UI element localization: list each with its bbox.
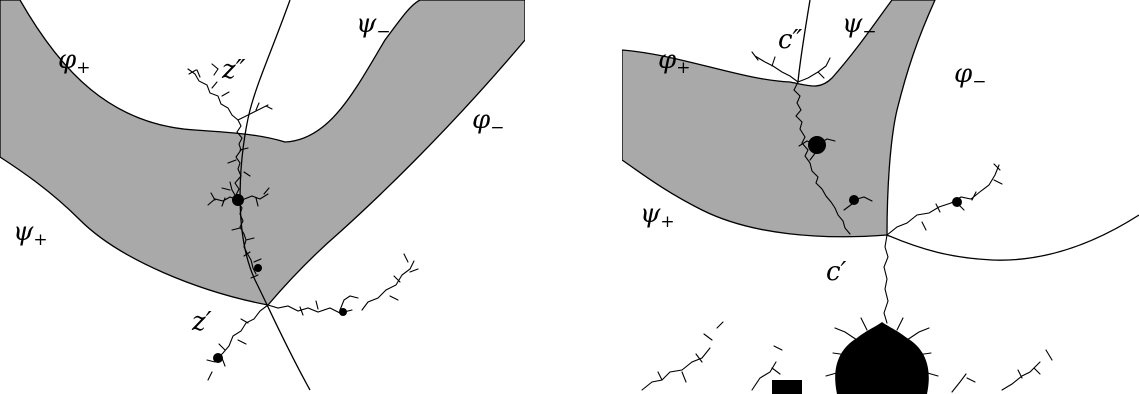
fractal-right-branch [886, 163, 1003, 236]
label-c-prime: c′ [826, 257, 847, 287]
left-panel: φ+ ψ− φ− ψ+ z″ z′ [0, 0, 525, 394]
label-psi-plus: ψ+ [13, 217, 48, 250]
julia-set-fractal [187, 63, 419, 381]
label-z-prime: z′ [191, 307, 212, 337]
fractal-blob-1 [232, 194, 244, 206]
bottom-right-filaments [951, 349, 1053, 393]
mandelbrot-main-body [835, 322, 929, 394]
right-diagram: φ+ ψ− φ− ψ+ c″ c′ [622, 0, 1139, 394]
right-panel: φ+ ψ− φ− ψ+ c″ c′ [622, 0, 1139, 394]
left-diagram: φ+ ψ− φ− ψ+ z″ z′ [0, 0, 525, 391]
fractal-lower-branch [206, 304, 269, 381]
fractal-top-branch [751, 51, 831, 83]
fractal-right-branch [267, 253, 419, 316]
fractal-stem [883, 234, 889, 324]
fractal-middle-twigs [798, 138, 873, 211]
separatrix-curve [797, 0, 811, 83]
fractal-blob-4 [213, 353, 223, 363]
fractal-blob-3 [339, 308, 347, 316]
label-psi-minus: ψ− [842, 9, 877, 42]
label-psi-minus: ψ− [356, 9, 391, 42]
shaded-region [622, 0, 936, 238]
fractal-blob-2 [849, 195, 859, 205]
label-psi-plus: ψ+ [640, 199, 675, 232]
boundary-curve-right [886, 214, 1139, 261]
fractal-blob-1 [808, 136, 826, 154]
fractal-blob-3 [952, 197, 962, 207]
mandelbrot-fractal [641, 51, 1053, 394]
bottom-left-mass [772, 380, 802, 394]
label-phi-minus: φ− [954, 59, 986, 92]
bottom-left-filaments [641, 321, 783, 391]
fractal-blob-2 [254, 264, 262, 272]
label-z-double-prime: z″ [221, 55, 246, 85]
label-phi-minus: φ− [472, 105, 504, 138]
fractal-upper-branch [187, 63, 273, 121]
label-phi-plus: φ+ [658, 45, 690, 78]
fractal-side-twigs [227, 147, 262, 279]
fractal-left-branch [207, 181, 270, 207]
label-c-double-prime: c″ [778, 25, 803, 55]
shaded-region [0, 0, 525, 306]
fractal-main-filament [793, 81, 851, 235]
label-phi-plus: φ+ [58, 45, 90, 78]
mandelbrot-hairs [825, 317, 939, 377]
